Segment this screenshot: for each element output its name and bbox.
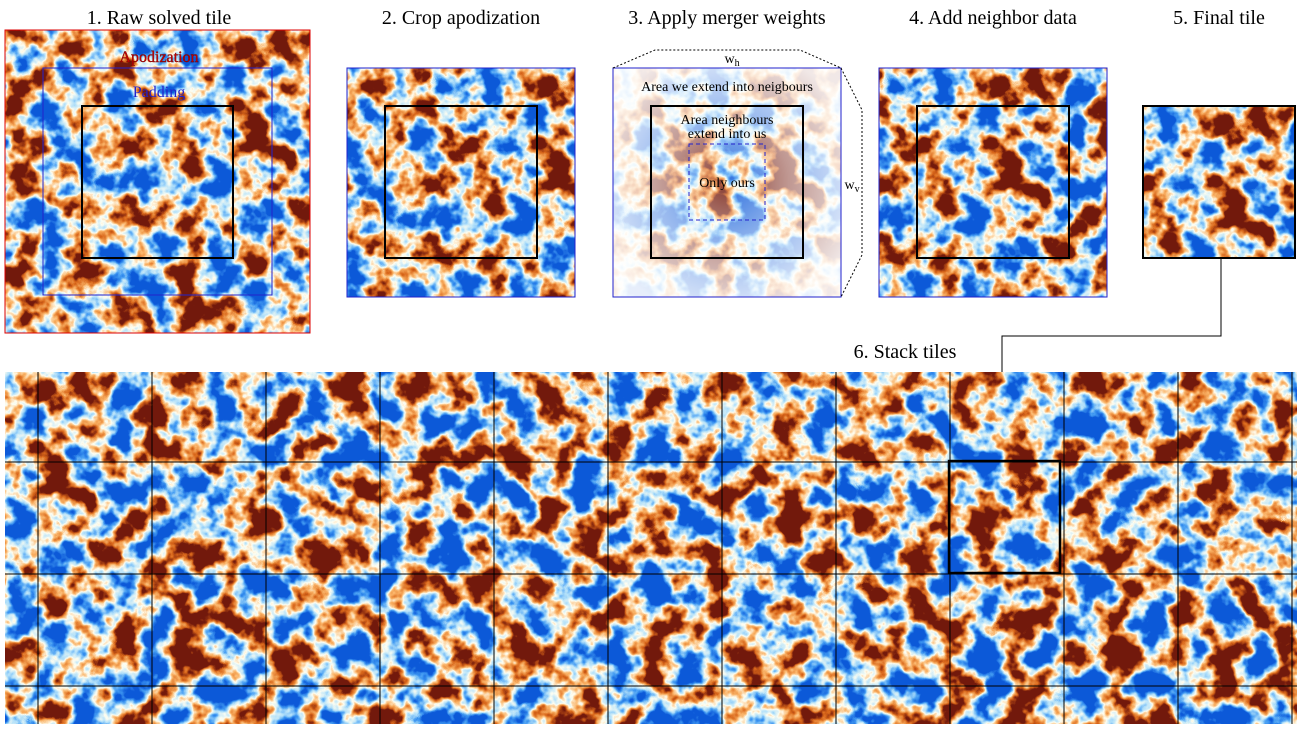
width-subscript: v — [855, 184, 860, 195]
padding-label: Padding — [133, 84, 185, 101]
noise-field — [879, 68, 1107, 297]
width-h-bracket — [612, 49, 842, 69]
apodization-label: Apodization — [119, 49, 198, 66]
padding-border — [612, 67, 842, 298]
step-title: 3. Apply merger weights — [628, 7, 826, 29]
width-subscript: h — [735, 58, 740, 69]
apodization-border — [4, 29, 311, 334]
inner-label: Only ours — [699, 176, 755, 191]
width-label: wh — [724, 52, 739, 69]
outer-label: Area we extend into neigbours — [641, 80, 813, 95]
padding-border — [346, 67, 576, 298]
map-texture — [5, 372, 1297, 724]
step-title: 4. Add neighbor data — [909, 7, 1077, 29]
noise-field — [347, 68, 575, 297]
step-title: 6. Stack tiles — [854, 341, 957, 363]
step-title: 1. Raw solved tile — [87, 7, 232, 29]
step-title: 2. Crop apodization — [382, 7, 540, 29]
map-texture — [879, 68, 1107, 297]
step-title: 5. Final tile — [1173, 7, 1265, 29]
noise-field — [5, 30, 310, 333]
noise-field — [5, 372, 1297, 724]
padding-border — [878, 67, 1108, 298]
final-tile-border — [1142, 105, 1296, 259]
map-texture — [1143, 106, 1295, 258]
only-ours-border — [688, 143, 766, 221]
map-texture — [5, 30, 310, 333]
width-label: wv — [844, 178, 859, 195]
middle-label: Area neighbours — [681, 113, 774, 128]
tile-core — [916, 105, 1070, 259]
middle-label: extend into us — [688, 127, 767, 142]
padding-border — [42, 67, 273, 296]
tile-core — [384, 105, 538, 259]
map-texture — [347, 68, 575, 297]
tile-core — [81, 105, 234, 259]
tile-core — [650, 105, 804, 259]
placed-tile-border — [947, 459, 1062, 575]
width-symbol: w — [844, 178, 855, 193]
noise-field — [1143, 106, 1295, 258]
width-symbol: w — [724, 52, 735, 67]
